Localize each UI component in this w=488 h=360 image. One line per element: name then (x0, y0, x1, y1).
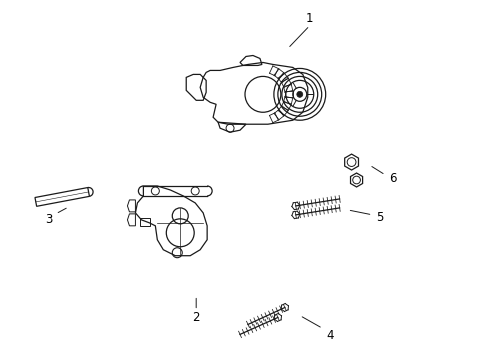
Text: 6: 6 (388, 171, 395, 185)
Text: 4: 4 (325, 329, 333, 342)
Circle shape (296, 91, 302, 97)
Text: 1: 1 (305, 12, 313, 25)
Text: 3: 3 (45, 213, 52, 226)
Text: 2: 2 (192, 311, 200, 324)
Text: 5: 5 (375, 211, 383, 224)
